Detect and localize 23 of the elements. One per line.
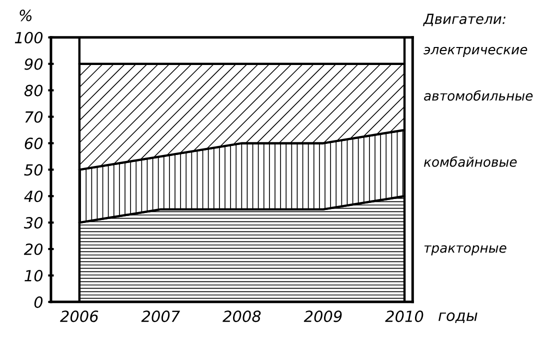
x-axis-title: годы	[438, 312, 478, 324]
x-tick-label: 2006	[60, 310, 98, 322]
y-tick-label: 50	[24, 164, 43, 176]
y-tick-label: 80	[24, 84, 43, 96]
y-tick-label: 40	[24, 190, 43, 202]
series-label: автомобильные	[424, 90, 533, 101]
series-label: электрические	[424, 46, 528, 58]
y-tick-label: 10	[24, 270, 43, 282]
y-tick-label: 30	[24, 217, 43, 229]
y-axis-title: %	[20, 10, 32, 22]
x-tick-label: 2010	[385, 310, 424, 322]
y-tick-label: 90	[24, 58, 43, 70]
y-tick-label: 20	[24, 243, 43, 256]
series-label: комбайновые	[424, 156, 517, 167]
x-tick-label: 2009	[304, 310, 342, 322]
y-tick-label: 0	[34, 296, 43, 308]
series-label: тракторные	[424, 245, 506, 256]
y-tick-label: 60	[24, 138, 43, 150]
y-tick-label: 100	[14, 32, 43, 44]
x-tick-label: 2007	[141, 310, 180, 322]
x-tick-label: 2008	[222, 310, 261, 322]
y-tick-label: 70	[25, 111, 43, 123]
legend-title: Двигатели:	[422, 14, 506, 26]
